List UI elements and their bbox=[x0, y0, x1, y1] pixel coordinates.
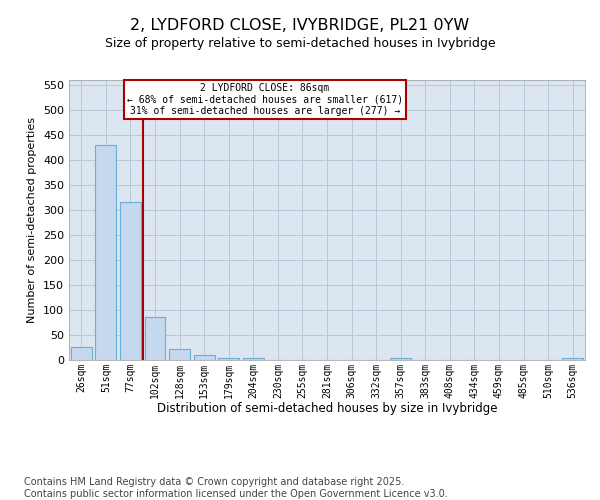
Bar bbox=[95, 145, 116, 360]
Bar bbox=[562, 358, 583, 360]
Bar bbox=[390, 358, 411, 360]
Bar bbox=[71, 346, 92, 360]
Bar bbox=[120, 202, 141, 360]
Text: 2 LYDFORD CLOSE: 86sqm
← 68% of semi-detached houses are smaller (617)
31% of se: 2 LYDFORD CLOSE: 86sqm ← 68% of semi-det… bbox=[127, 83, 403, 116]
Bar bbox=[169, 349, 190, 360]
Text: Size of property relative to semi-detached houses in Ivybridge: Size of property relative to semi-detach… bbox=[104, 38, 496, 51]
X-axis label: Distribution of semi-detached houses by size in Ivybridge: Distribution of semi-detached houses by … bbox=[157, 402, 497, 415]
Text: Contains HM Land Registry data © Crown copyright and database right 2025.
Contai: Contains HM Land Registry data © Crown c… bbox=[24, 478, 448, 499]
Bar bbox=[243, 358, 264, 360]
Bar bbox=[194, 355, 215, 360]
Bar bbox=[218, 358, 239, 360]
Text: 2, LYDFORD CLOSE, IVYBRIDGE, PL21 0YW: 2, LYDFORD CLOSE, IVYBRIDGE, PL21 0YW bbox=[130, 18, 470, 32]
Bar bbox=[145, 317, 166, 360]
Y-axis label: Number of semi-detached properties: Number of semi-detached properties bbox=[28, 117, 37, 323]
